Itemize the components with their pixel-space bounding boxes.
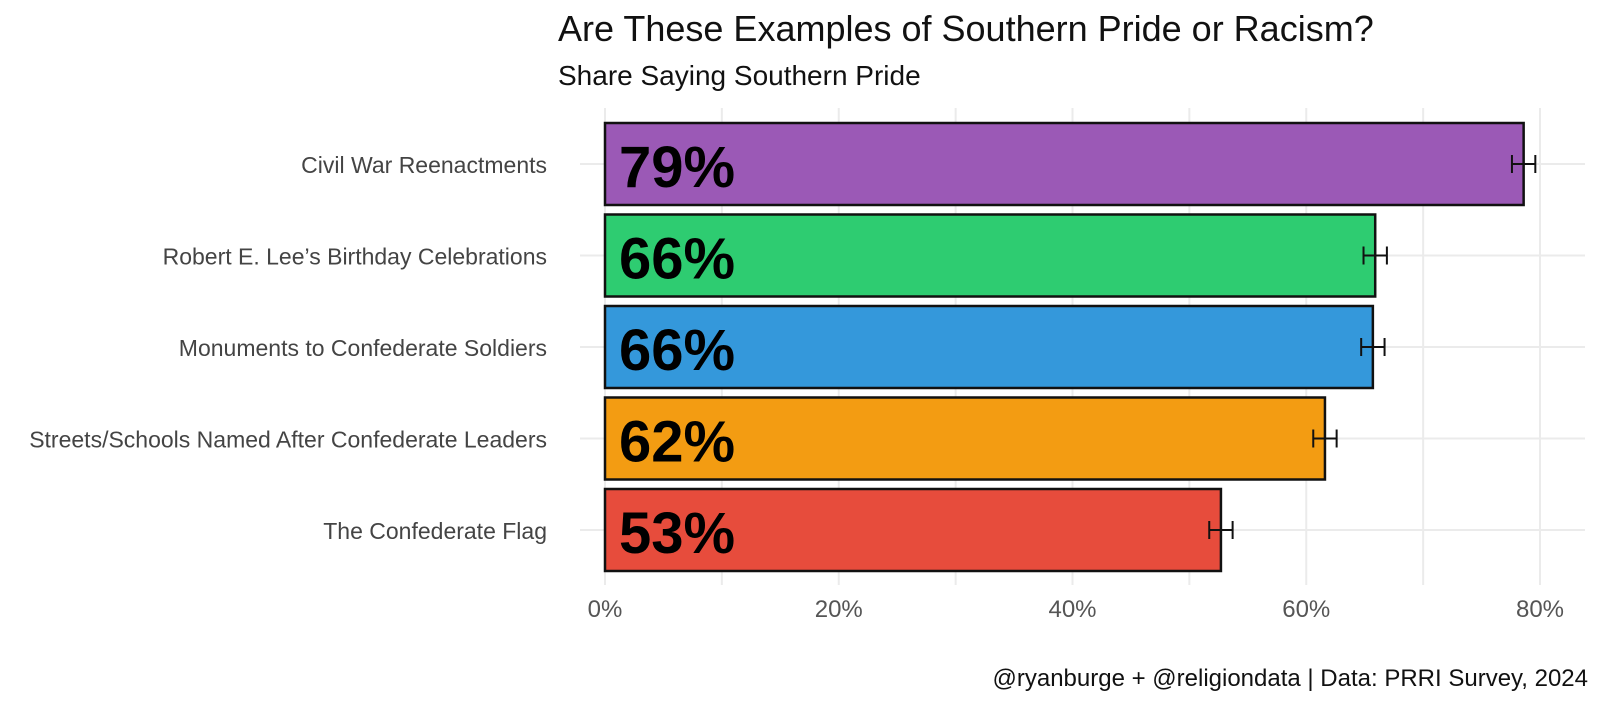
bar [603,121,1525,207]
x-tick-label: 0% [588,596,623,623]
data-label: 66% [619,318,735,383]
bar [603,213,1377,298]
data-label: 66% [619,227,735,292]
data-label: 62% [619,410,735,475]
bars [603,121,1525,573]
category-label: Robert E. Lee’s Birthday Celebrations [163,244,547,270]
x-tick-label: 20% [815,596,863,623]
data-label: 79% [619,135,735,200]
category-label: Civil War Reenactments [301,152,547,178]
error-bar [1510,155,1537,173]
error-bar [1208,521,1234,539]
chart-subtitle: Share Saying Southern Pride [558,60,921,91]
category-label: Monuments to Confederate Soldiers [179,335,547,361]
error-bar [1312,429,1338,448]
bar [603,304,1375,390]
category-labels: Civil War Reenactments Robert E. Lee’s Bi… [29,152,547,544]
x-tick-label: 80% [1516,596,1564,623]
category-label: Streets/Schools Named After Confederate … [29,427,547,453]
error-bar [1360,338,1386,356]
x-tick-label: 40% [1048,596,1096,623]
x-tick-labels: 0% 20% 40% 60% 80% [588,596,1564,623]
category-label: The Confederate Flag [323,518,547,544]
chart-title: Are These Examples of Southern Pride or … [558,8,1374,49]
data-labels: 79% 66% 66% 62% 53% [619,135,735,566]
chart-caption: @ryanburge + @religiondata | Data: PRRI … [992,665,1589,692]
error-bar [1362,246,1388,265]
data-label: 53% [619,501,735,566]
error-bars [1208,155,1537,539]
x-tick-label: 60% [1282,596,1330,623]
